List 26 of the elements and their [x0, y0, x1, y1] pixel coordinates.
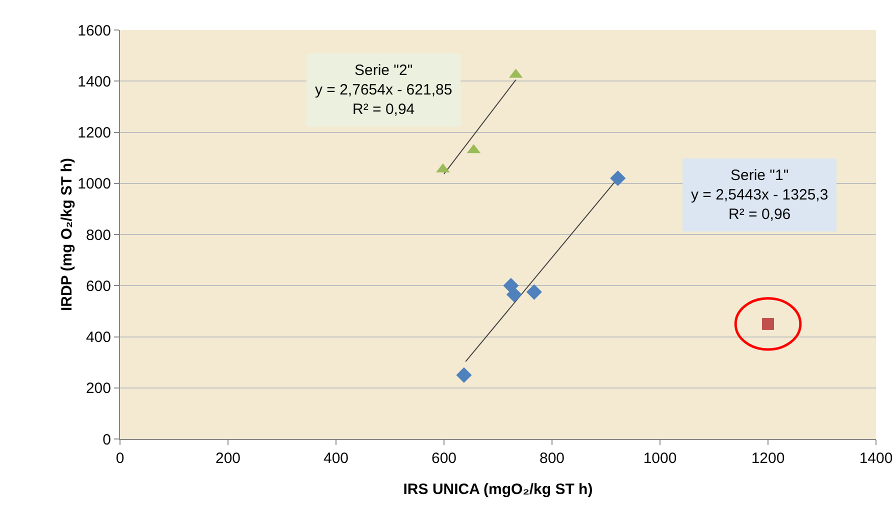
point — [526, 284, 542, 300]
y-tick-label: 1000 — [78, 176, 111, 193]
y-tick-label: 200 — [86, 380, 111, 398]
y-tick-label: 1400 — [78, 73, 111, 90]
y-tick-label: 0 — [102, 431, 111, 448]
x-tick-label: 400 — [323, 450, 349, 467]
point — [456, 367, 472, 383]
y-tick-label: 1200 — [78, 124, 111, 142]
x-tick-label: 1400 — [859, 450, 893, 467]
point — [506, 286, 522, 302]
point — [762, 318, 774, 330]
y-axis-title: IRDP (mg O₂/kg ST h) — [58, 158, 76, 312]
x-tick-label: 1200 — [751, 450, 785, 467]
y-tick-label: 800 — [86, 226, 111, 244]
x-tick-label: 800 — [539, 450, 565, 467]
point — [610, 170, 626, 186]
x-tick-label: 1000 — [643, 450, 677, 467]
x-axis-title: IRS UNICA (mgO₂/kg ST h) — [403, 481, 593, 498]
y-tick-label: 600 — [86, 278, 111, 295]
y-tick-label: 400 — [86, 329, 111, 346]
annotation: Serie "1" y = 2,5443x - 1325,3 R² = 0,96 — [691, 167, 828, 223]
y-tick-label: 1600 — [78, 22, 111, 40]
x-tick-label: 200 — [215, 450, 241, 467]
x-tick-label: 600 — [431, 450, 457, 467]
x-tick-label: 0 — [116, 450, 124, 467]
annotation: Serie "2" y = 2,7654x - 621,85 R² = 0,94 — [315, 62, 452, 118]
